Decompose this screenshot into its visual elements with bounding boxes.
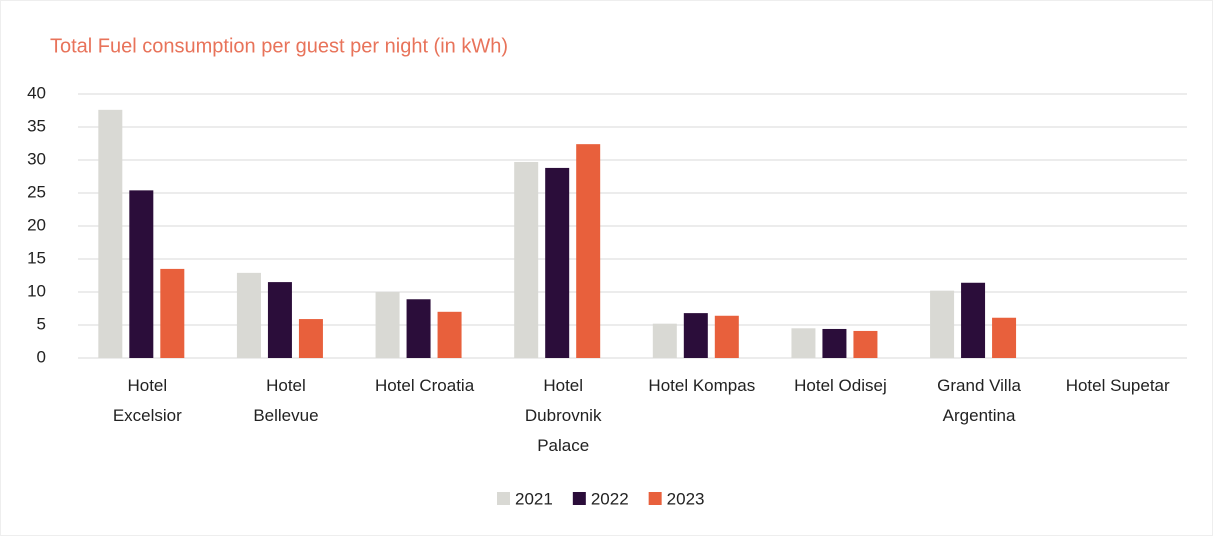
legend-swatch [648,492,662,505]
y-tick-label: 30 [27,149,46,168]
bar [437,311,462,358]
bar [160,268,185,358]
x-tick-label: Hotel Kompas [648,376,755,395]
legend-swatch [572,492,586,505]
x-tick-label: Hotel Bellevue [253,376,318,425]
bar [683,313,708,358]
y-tick-label: 10 [27,281,46,300]
bar [652,323,677,358]
bar [992,317,1017,358]
bar [267,282,292,358]
bar [98,109,123,358]
y-tick-label: 25 [27,182,46,201]
bar [853,330,878,358]
bar [791,328,816,358]
x-tick-label: Grand Villa Argentina [937,376,1021,425]
y-tick-label: 20 [27,215,46,234]
chart-title: Total Fuel consumption per guest per nig… [50,35,508,57]
bar [406,299,431,358]
bar [930,290,955,358]
legend-label: 2022 [591,489,629,508]
x-tick-label: Hotel Supetar [1066,376,1170,395]
y-tick-label: 5 [37,314,46,333]
bar [822,328,847,358]
y-tick-label: 35 [27,116,46,135]
legend: 2021 2022 2023 [497,489,704,508]
x-tick-label: Hotel Croatia [375,376,475,395]
bar [545,167,570,358]
y-tick-label: 15 [27,248,46,267]
x-tick-label: Hotel Dubrovnik Palace [525,376,602,455]
bar [514,161,539,358]
bar [375,292,400,358]
bar [576,144,601,358]
y-tick-label: 0 [37,347,46,366]
bar [714,315,739,358]
bar [298,319,323,358]
x-tick-label: Hotel Excelsior [113,376,182,425]
y-tick-label: 40 [27,83,46,102]
bar [961,282,986,358]
bar [129,190,154,358]
bar [236,272,261,358]
legend-swatch [497,492,510,505]
legend-label: 2021 [515,489,553,508]
x-tick-label: Hotel Odisej [794,376,887,395]
legend-label: 2023 [667,489,705,508]
